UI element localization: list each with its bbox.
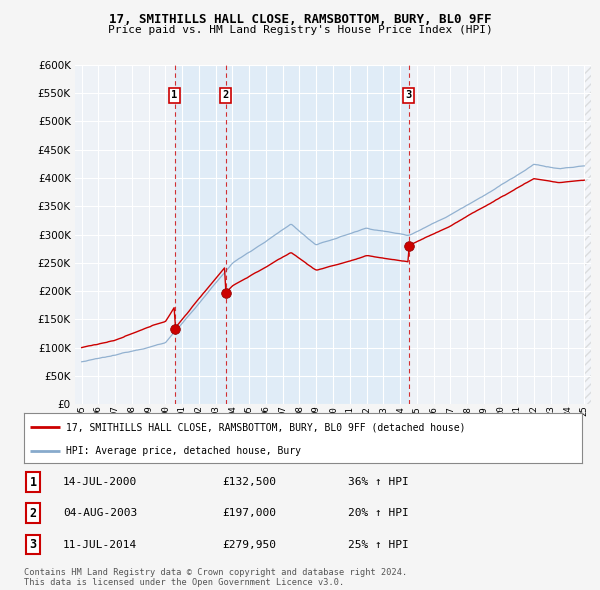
Bar <box>584 65 591 404</box>
Text: 3: 3 <box>29 538 37 551</box>
Text: 2: 2 <box>29 507 37 520</box>
Bar <box>175 65 226 404</box>
Bar <box>584 65 591 404</box>
Text: 11-JUL-2014: 11-JUL-2014 <box>63 540 137 549</box>
Text: £132,500: £132,500 <box>222 477 276 487</box>
Text: 04-AUG-2003: 04-AUG-2003 <box>63 509 137 518</box>
Text: 14-JUL-2000: 14-JUL-2000 <box>63 477 137 487</box>
Text: 3: 3 <box>406 90 412 100</box>
Text: This data is licensed under the Open Government Licence v3.0.: This data is licensed under the Open Gov… <box>24 578 344 587</box>
Text: 17, SMITHILLS HALL CLOSE, RAMSBOTTOM, BURY, BL0 9FF: 17, SMITHILLS HALL CLOSE, RAMSBOTTOM, BU… <box>109 13 491 26</box>
Text: 2: 2 <box>223 90 229 100</box>
Text: 1: 1 <box>172 90 178 100</box>
Text: 25% ↑ HPI: 25% ↑ HPI <box>348 540 409 549</box>
Text: Price paid vs. HM Land Registry's House Price Index (HPI): Price paid vs. HM Land Registry's House … <box>107 25 493 35</box>
Text: £197,000: £197,000 <box>222 509 276 518</box>
Text: HPI: Average price, detached house, Bury: HPI: Average price, detached house, Bury <box>66 445 301 455</box>
Text: Contains HM Land Registry data © Crown copyright and database right 2024.: Contains HM Land Registry data © Crown c… <box>24 568 407 577</box>
Text: £279,950: £279,950 <box>222 540 276 549</box>
Text: 1: 1 <box>29 476 37 489</box>
Text: 20% ↑ HPI: 20% ↑ HPI <box>348 509 409 518</box>
Bar <box>226 65 409 404</box>
Text: 17, SMITHILLS HALL CLOSE, RAMSBOTTOM, BURY, BL0 9FF (detached house): 17, SMITHILLS HALL CLOSE, RAMSBOTTOM, BU… <box>66 422 466 432</box>
Text: 36% ↑ HPI: 36% ↑ HPI <box>348 477 409 487</box>
